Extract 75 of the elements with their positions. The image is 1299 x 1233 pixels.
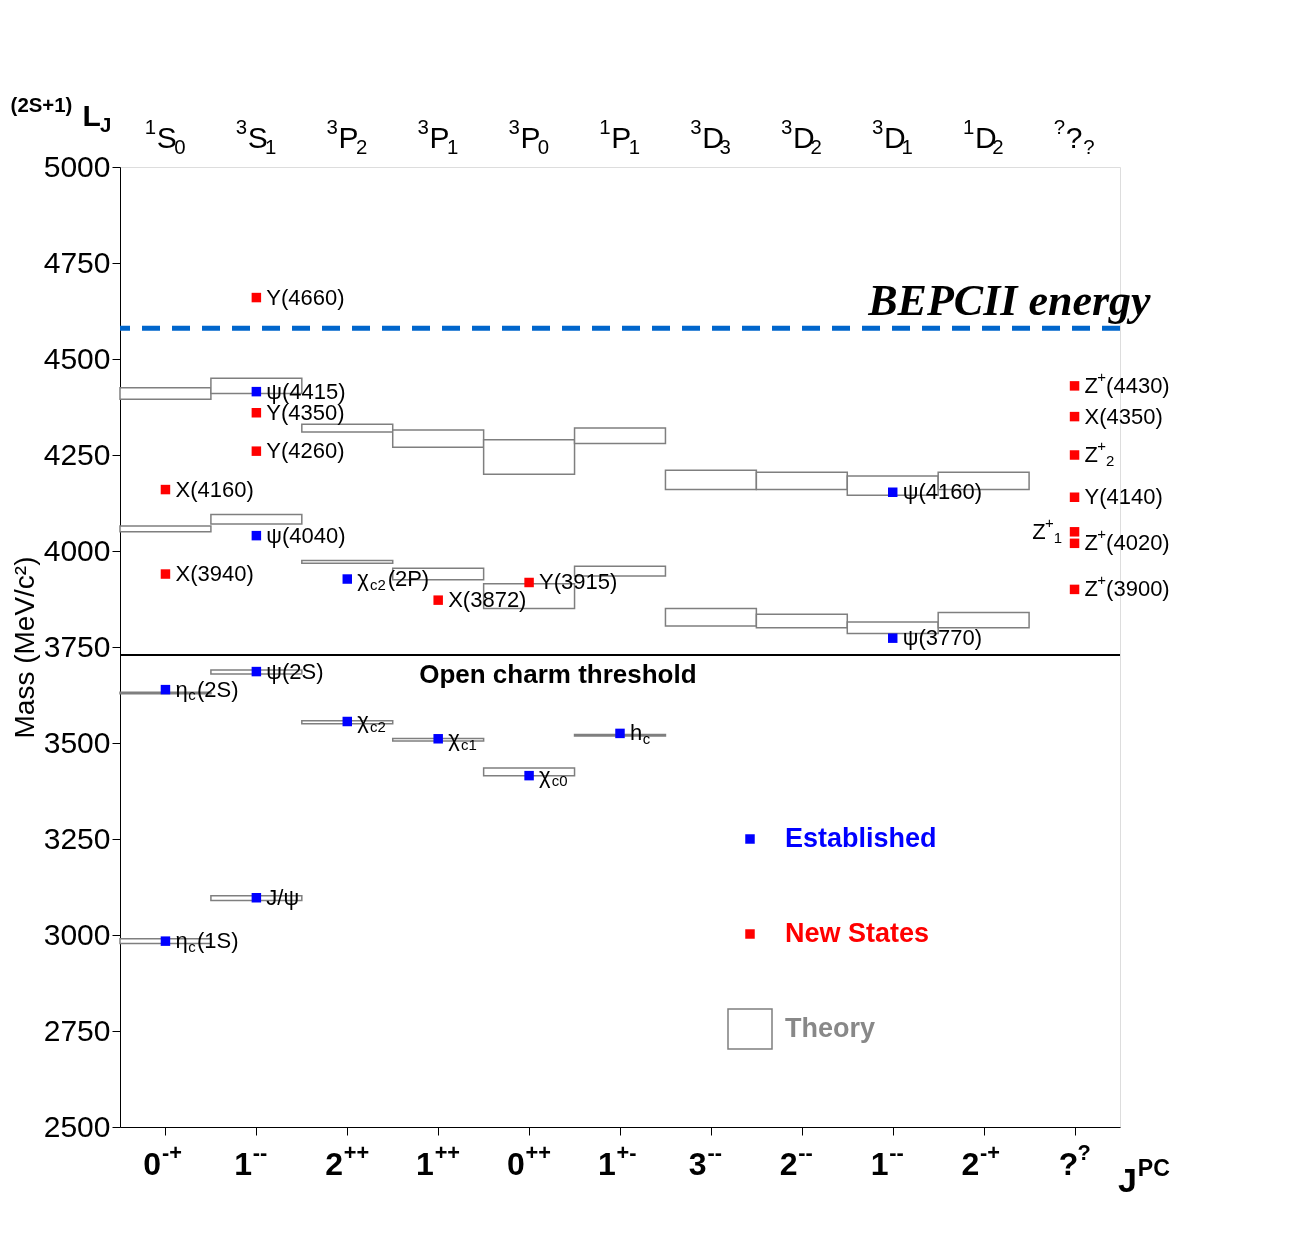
- annotation: Y(4140): [1084, 484, 1163, 510]
- point: [251, 530, 262, 541]
- annotation: Z+1: [1032, 513, 1063, 546]
- point: [251, 666, 262, 677]
- y-tick-label: 3000: [43, 917, 111, 951]
- annotation: Z+(4430): [1084, 367, 1170, 398]
- y-tick-label: 3500: [43, 725, 111, 759]
- y-axis-title: Mass (MeV/c²): [8, 556, 40, 739]
- ref-line-label: Open charm threshold: [419, 659, 697, 690]
- x-tick-label: ???: [1053, 115, 1095, 159]
- annotation: Z+(4020): [1084, 525, 1170, 556]
- point: [524, 577, 534, 588]
- text: 3--: [688, 1140, 722, 1182]
- y-tick-label: 3250: [43, 821, 111, 855]
- annotation: ψ(4040): [266, 522, 346, 548]
- annotation: ψ(3770): [902, 625, 983, 651]
- y-tick-label: 2750: [43, 1013, 111, 1047]
- point: [524, 770, 534, 781]
- annotation: Y(4260): [266, 438, 345, 464]
- point: [1069, 584, 1080, 595]
- point: [342, 716, 353, 727]
- text: 1--: [870, 1140, 904, 1182]
- annotation: X(4160): [175, 476, 254, 502]
- ref-line-label: BEPCII energy: [867, 276, 1152, 326]
- annotation: X(3940): [175, 561, 254, 587]
- point: [1069, 450, 1080, 460]
- point: [160, 684, 171, 695]
- point: [433, 734, 443, 744]
- text: 1++: [416, 1140, 461, 1182]
- text: 1--: [234, 1140, 268, 1182]
- point: [1069, 492, 1080, 502]
- annotation: Z+2: [1084, 436, 1115, 469]
- y-tick-label: 3750: [43, 629, 111, 663]
- y-tick-label: 5000: [43, 149, 111, 183]
- point: [433, 595, 443, 605]
- text: 2++: [325, 1140, 370, 1182]
- point: [1069, 411, 1080, 422]
- text: 2--: [779, 1140, 813, 1182]
- y-tick-label: 4750: [43, 245, 111, 279]
- annotation: Y(3915): [539, 569, 618, 595]
- point: [160, 936, 171, 946]
- point: [160, 484, 171, 495]
- point: [887, 487, 898, 497]
- text: ??: [1058, 1140, 1091, 1182]
- legend-label: Theory: [785, 1013, 876, 1043]
- point: [251, 893, 262, 903]
- annotation: J/ψ: [266, 884, 300, 910]
- text: 0-+: [143, 1140, 182, 1182]
- y-tick-label: 4000: [43, 533, 111, 567]
- bar: [301, 559, 394, 565]
- point: [251, 446, 262, 456]
- point: [1069, 538, 1080, 549]
- point: [342, 574, 353, 584]
- point: [1069, 527, 1080, 537]
- point: [251, 408, 262, 418]
- annotation: Z+(3900): [1084, 571, 1170, 602]
- point: [251, 292, 262, 303]
- point: [615, 728, 625, 739]
- point: [1069, 381, 1080, 391]
- annotation: Y(4660): [266, 284, 345, 310]
- text: 0++: [507, 1140, 551, 1182]
- annotation: ψ(2S): [266, 658, 324, 684]
- y-tick-label: 4250: [43, 437, 111, 471]
- legend-label: New States: [785, 918, 930, 948]
- point: [887, 633, 898, 643]
- annotation: X(3872): [448, 587, 527, 613]
- point: [160, 569, 171, 579]
- legend-label: Established: [785, 823, 937, 853]
- y-tick-label: 2500: [43, 1109, 111, 1143]
- annotation: ψ(4160): [902, 479, 983, 505]
- y-tick-label: 4500: [43, 341, 111, 375]
- text: 2-+: [961, 1140, 1001, 1182]
- text: 1+-: [597, 1140, 637, 1182]
- point: [251, 386, 262, 397]
- annotation: X(4350): [1084, 403, 1163, 429]
